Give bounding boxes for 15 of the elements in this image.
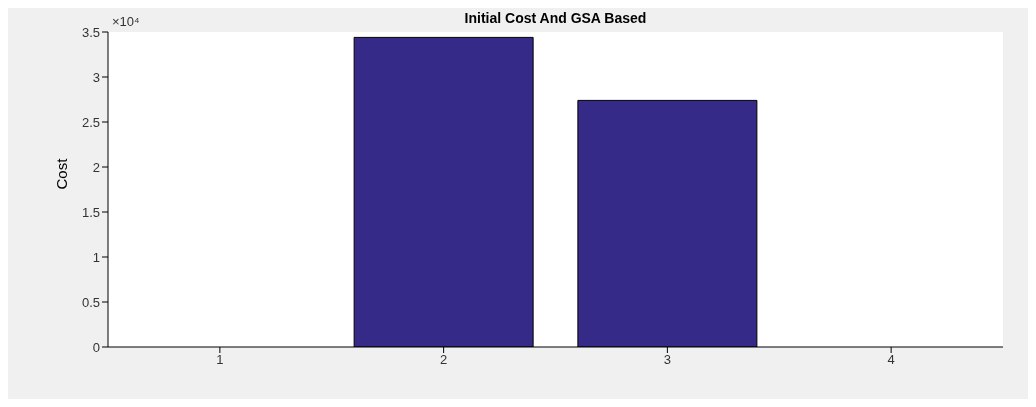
x-tick-label: 1 bbox=[216, 352, 224, 368]
y-tick-label: 3.5 bbox=[81, 24, 100, 40]
x-tick-label: 3 bbox=[663, 352, 671, 368]
y-axis-title: Cost bbox=[53, 157, 71, 190]
x-tick-label: 4 bbox=[887, 352, 895, 368]
y-tick-label: 0 bbox=[92, 339, 100, 355]
chart-title: Initial Cost And GSA Based bbox=[464, 10, 647, 26]
y-tick-label: 2.5 bbox=[81, 114, 100, 130]
y-tick-label: 1.5 bbox=[81, 204, 100, 220]
y-tick-label: 3 bbox=[92, 69, 100, 85]
y-tick-label: 2 bbox=[92, 159, 100, 175]
x-tick-label: 2 bbox=[440, 352, 448, 368]
y-tick-label: 0.5 bbox=[81, 294, 100, 310]
y-tick-label: 1 bbox=[92, 249, 100, 265]
text: ×10⁴ bbox=[112, 14, 140, 29]
